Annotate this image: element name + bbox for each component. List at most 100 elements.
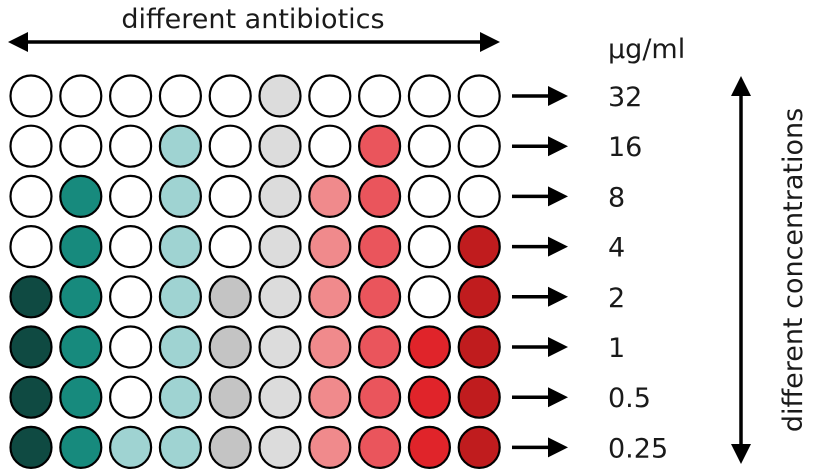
well-r5-c1 — [9, 275, 53, 319]
concentration-row: 0.25 — [512, 433, 668, 464]
well-grid — [9, 74, 501, 469]
well-r1-c7 — [308, 74, 352, 118]
well-r5-c4 — [158, 275, 202, 319]
well-r2-c1 — [9, 124, 53, 168]
concentration-row: 32 — [512, 82, 642, 113]
well-r6-c3 — [109, 325, 153, 369]
row-arrow-head — [548, 186, 568, 207]
well-r6-c1 — [9, 325, 53, 369]
concentration-label: 0.5 — [608, 383, 651, 414]
well-r7-c7 — [308, 375, 352, 419]
well-r6-c5 — [208, 325, 252, 369]
well-r6-c2 — [59, 325, 103, 369]
unit-label: μg/ml — [608, 34, 685, 65]
well-r8-c9 — [407, 425, 451, 469]
well-r2-c7 — [308, 124, 352, 168]
concentration-rows: 32 16 8 4 2 1 0.5 0.25 — [512, 82, 668, 464]
well-r4-c9 — [407, 225, 451, 269]
well-r8-c10 — [457, 425, 501, 469]
well-r8-c2 — [59, 425, 103, 469]
side-label: different concentrations — [778, 108, 809, 432]
well-r8-c1 — [9, 425, 53, 469]
well-r1-c10 — [457, 74, 501, 118]
well-r1-c8 — [358, 74, 402, 118]
well-r6-c8 — [358, 325, 402, 369]
well-r1-c6 — [258, 74, 302, 118]
concentration-row: 8 — [512, 182, 625, 213]
row-arrow-head — [548, 136, 568, 157]
well-r4-c10 — [457, 225, 501, 269]
well-r5-c9 — [407, 275, 451, 319]
well-r6-c10 — [457, 325, 501, 369]
well-r5-c8 — [358, 275, 402, 319]
well-r6-c6 — [258, 325, 302, 369]
well-r4-c2 — [59, 225, 103, 269]
well-r8-c5 — [208, 425, 252, 469]
concentration-label: 0.25 — [608, 433, 668, 464]
well-r1-c2 — [59, 74, 103, 118]
vertical-double-arrow — [731, 76, 751, 464]
well-r8-c4 — [158, 425, 202, 469]
well-r1-c3 — [109, 74, 153, 118]
concentration-label: 16 — [608, 132, 642, 163]
well-r3-c1 — [9, 174, 53, 218]
concentration-row: 0.5 — [512, 383, 651, 414]
well-r5-c2 — [59, 275, 103, 319]
row-arrow-head — [548, 337, 568, 357]
row-arrow-head — [548, 437, 568, 458]
concentration-label: 4 — [608, 233, 625, 264]
well-r2-c6 — [258, 124, 302, 168]
row-arrow-head — [548, 387, 568, 408]
well-r3-c6 — [258, 174, 302, 218]
row-arrow-head — [548, 286, 568, 307]
well-r4-c1 — [9, 225, 53, 269]
concentration-row: 4 — [512, 233, 625, 264]
well-r1-c5 — [208, 74, 252, 118]
well-r7-c3 — [109, 375, 153, 419]
concentration-row: 2 — [512, 283, 625, 314]
well-r7-c6 — [258, 375, 302, 419]
well-r3-c2 — [59, 174, 103, 218]
well-r6-c4 — [158, 325, 202, 369]
well-r2-c2 — [59, 124, 103, 168]
well-r2-c8 — [358, 124, 402, 168]
concentration-label: 8 — [608, 182, 625, 213]
concentration-label: 1 — [608, 333, 625, 364]
well-r7-c4 — [158, 375, 202, 419]
well-r2-c10 — [457, 124, 501, 168]
horizontal-double-arrow — [8, 32, 500, 52]
well-r5-c6 — [258, 275, 302, 319]
well-r7-c5 — [208, 375, 252, 419]
well-r8-c7 — [308, 425, 352, 469]
well-r4-c4 — [158, 225, 202, 269]
well-r4-c3 — [109, 225, 153, 269]
well-r6-c9 — [407, 325, 451, 369]
well-r3-c3 — [109, 174, 153, 218]
well-r3-c9 — [407, 174, 451, 218]
well-r3-c10 — [457, 174, 501, 218]
well-r1-c4 — [158, 74, 202, 118]
well-r7-c8 — [358, 375, 402, 419]
top-label: different antibiotics — [121, 4, 384, 35]
concentration-label: 32 — [608, 82, 642, 113]
well-r7-c10 — [457, 375, 501, 419]
well-r2-c3 — [109, 124, 153, 168]
well-r8-c8 — [358, 425, 402, 469]
concentration-label: 2 — [608, 283, 625, 314]
well-r6-c7 — [308, 325, 352, 369]
well-r3-c7 — [308, 174, 352, 218]
well-r7-c9 — [407, 375, 451, 419]
well-r1-c9 — [407, 74, 451, 118]
well-r2-c5 — [208, 124, 252, 168]
well-r3-c4 — [158, 174, 202, 218]
well-r5-c3 — [109, 275, 153, 319]
well-r2-c4 — [158, 124, 202, 168]
row-arrow-head — [548, 236, 568, 257]
well-r4-c7 — [308, 225, 352, 269]
well-r4-c6 — [258, 225, 302, 269]
well-r5-c10 — [457, 275, 501, 319]
well-r3-c8 — [358, 174, 402, 218]
well-r3-c5 — [208, 174, 252, 218]
well-r4-c8 — [358, 225, 402, 269]
concentration-row: 16 — [512, 132, 642, 163]
